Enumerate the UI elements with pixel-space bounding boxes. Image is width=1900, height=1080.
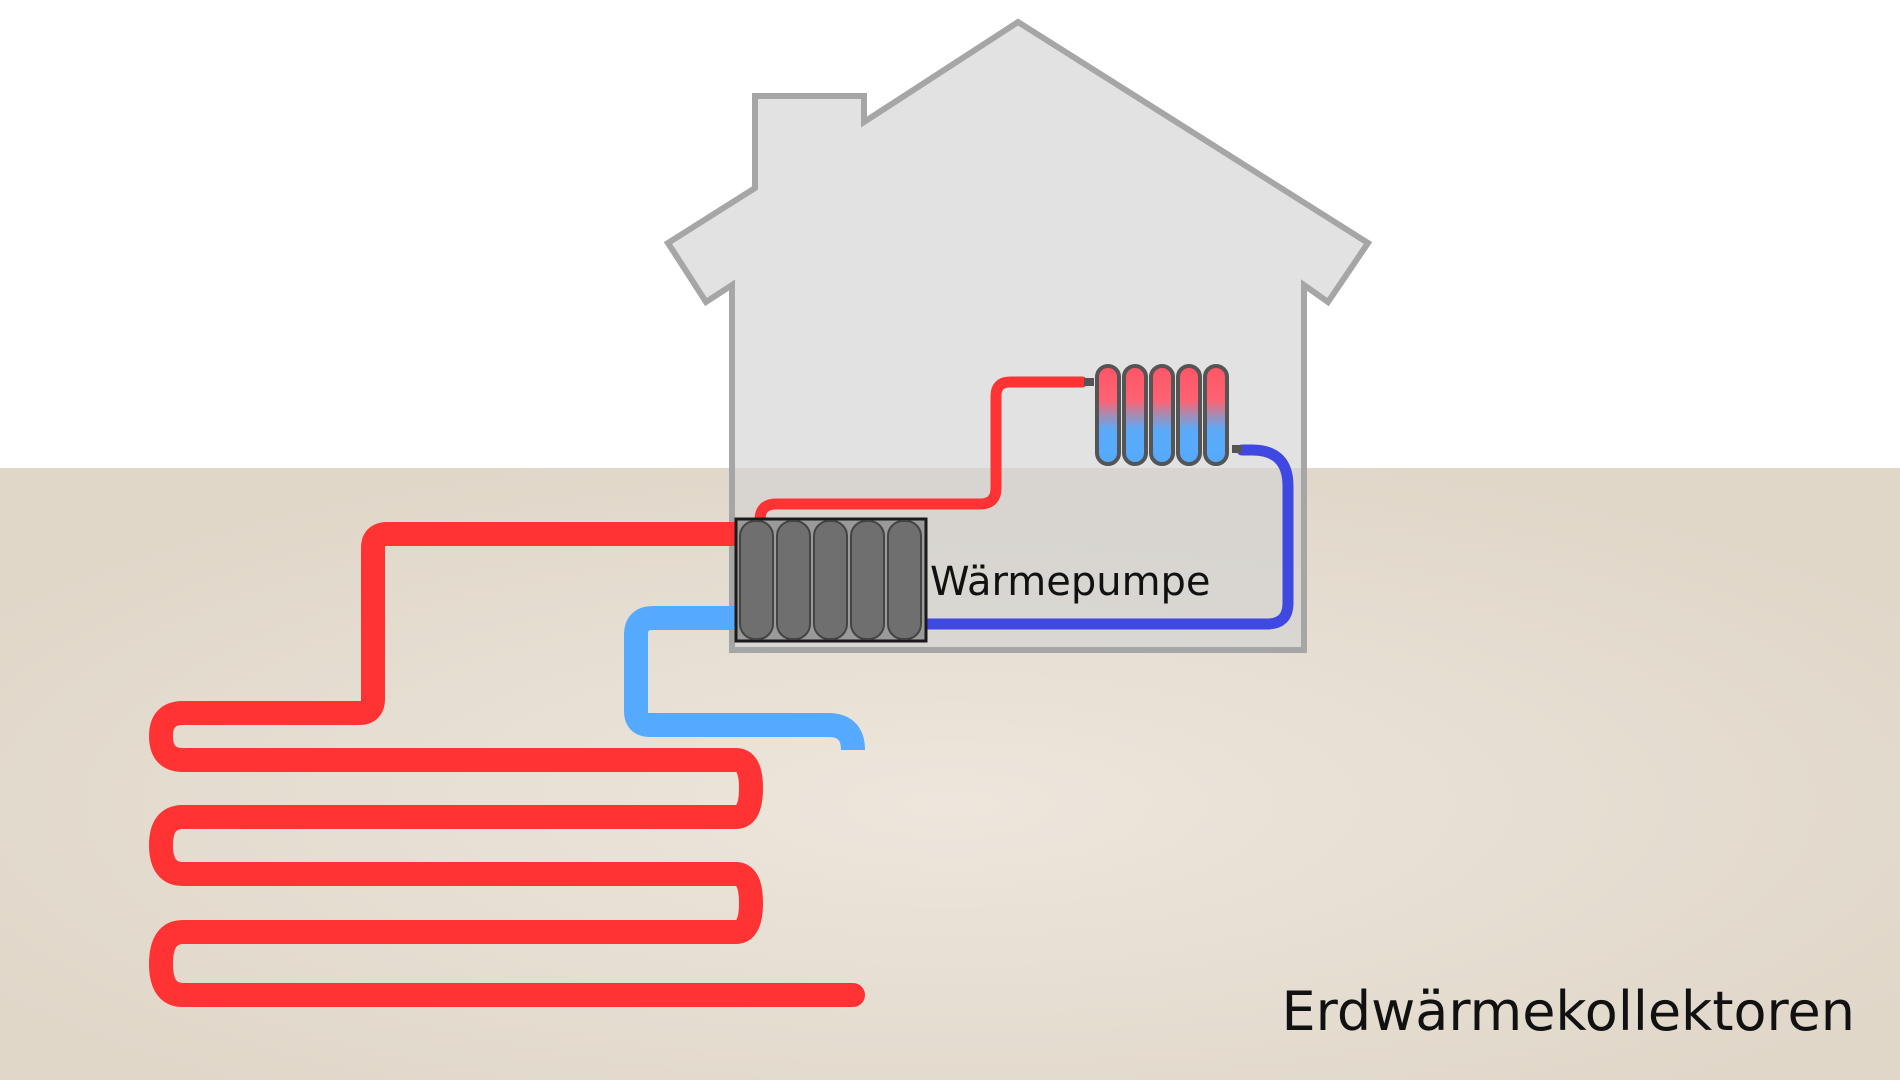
hot-flow-pipe: [754, 376, 1088, 526]
cold-supply-pipe: [624, 606, 865, 751]
house-icon: [663, 18, 1373, 653]
heat-pump-icon: [734, 517, 928, 643]
ground-collectors-label: Erdwärmekollektoren: [1281, 980, 1855, 1043]
return-pipe: [921, 444, 1294, 630]
heat-pump-label: Wärmepumpe: [930, 559, 1211, 605]
radiator-icon: [1084, 364, 1242, 466]
ground-collector-pipe: [149, 522, 865, 1007]
